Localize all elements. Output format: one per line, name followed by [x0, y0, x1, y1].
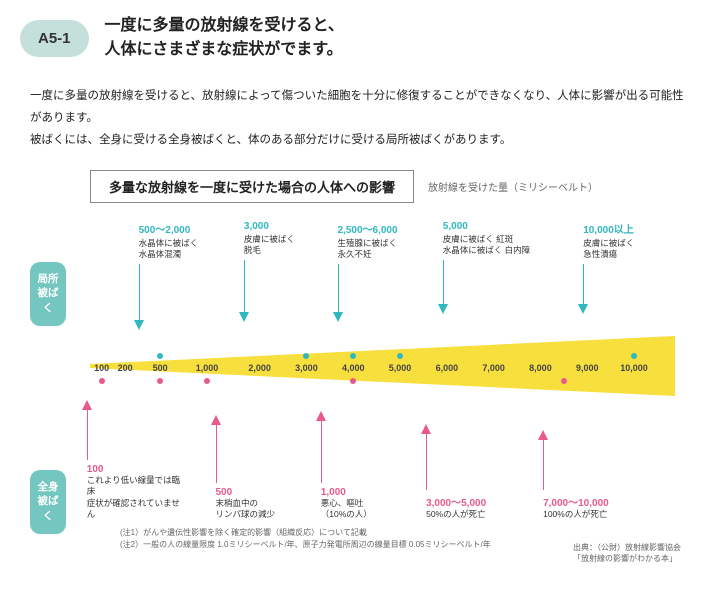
dose-value: 500 [216, 487, 316, 498]
radiation-chart: 多量な放射線を一度に受けた場合の人体への影響 放射線を受けた量（ミリシーベルト）… [0, 170, 715, 553]
dose-dot [303, 353, 309, 359]
effect-desc: 皮膚に被ばく脱毛 [244, 234, 334, 257]
whole-effect-marker: 100これより低い線量では臨床症状が確認されていません [87, 400, 187, 521]
effect-desc: 50%の人が死亡 [426, 509, 526, 520]
local-effect-marker: 5,000 皮膚に被ばく 紅斑水晶体に被ばく 白内障 [443, 221, 533, 315]
scale-tick: 8,000 [529, 363, 552, 373]
dose-scale: 100 200 500 1,000 2,000 3,000 4,000 5,000 6,000 7… [90, 363, 675, 375]
dose-diagram: 100 200 500 1,000 2,000 3,000 4,000 5,000 6,000 7… [90, 221, 675, 521]
scale-tick: 7,000 [482, 363, 505, 373]
scale-tick: 5,000 [389, 363, 412, 373]
scale-tick: 9,000 [576, 363, 599, 373]
source-citation: 出典：（公財）放射線影響協会「放射線の影響がわかる本」 [573, 542, 681, 564]
scale-tick: 2,000 [248, 363, 271, 373]
footnote-1: (注1）がんや遺伝性影響を除く確定的影響（組織反応）について記載 [120, 527, 685, 540]
triangle-down-icon [239, 312, 249, 322]
dose-value: 3,000 [244, 221, 334, 232]
dose-value: 2,500～6,000 [338, 221, 428, 236]
triangle-down-icon [333, 312, 343, 322]
dose-value: 500～2,000 [139, 221, 229, 236]
effect-desc: 皮膚に被ばく 紅斑水晶体に被ばく 白内障 [443, 234, 533, 257]
local-effect-marker: 10,000以上皮膚に被ばく急性潰瘍 [583, 221, 673, 315]
triangle-up-icon [82, 400, 92, 410]
local-effect-marker: 3,000 皮膚に被ばく脱毛 [244, 221, 334, 323]
dose-dot [397, 353, 403, 359]
effect-desc: 末梢血中のリンパ球の減少 [216, 498, 316, 521]
dose-dot [204, 378, 210, 384]
whole-effect-marker: 7,000～10,000100%の人が死亡 [543, 430, 643, 520]
dose-dot [99, 378, 105, 384]
dose-dot [350, 378, 356, 384]
header: A5-1 一度に多量の放射線を受けると、人体にさまざまな症状がでます。 [0, 0, 715, 72]
triangle-down-icon [438, 304, 448, 314]
dose-value: 3,000～5,000 [426, 494, 526, 509]
triangle-down-icon [578, 304, 588, 314]
local-effect-marker: 500～2,000 水晶体に被ばく水晶体混濁 [139, 221, 229, 331]
effect-desc: 100%の人が死亡 [543, 509, 643, 520]
effect-desc: 悪心、嘔吐（10%の人） [321, 498, 421, 521]
triangle-up-icon [421, 424, 431, 434]
effect-desc: 水晶体に被ばく水晶体混濁 [139, 238, 229, 261]
dose-dot [350, 353, 356, 359]
dose-dot [561, 378, 567, 384]
whole-exposure-label: 全身被ばく [30, 470, 66, 534]
dose-value: 100 [87, 464, 187, 475]
local-exposure-label: 局所被ばく [30, 262, 66, 326]
chart-header-row: 多量な放射線を一度に受けた場合の人体への影響 放射線を受けた量（ミリシーベルト） [90, 170, 685, 203]
dose-value: 5,000 [443, 221, 533, 232]
scale-tick: 500 [153, 363, 168, 373]
scale-tick: 1,000 [196, 363, 219, 373]
whole-effect-marker: 3,000～5,00050%の人が死亡 [426, 424, 526, 520]
answer-code-badge: A5-1 [20, 20, 89, 57]
scale-tick: 10,000 [620, 363, 648, 373]
scale-tick: 4,000 [342, 363, 365, 373]
triangle-up-icon [211, 415, 221, 425]
page-title: 一度に多量の放射線を受けると、人体にさまざまな症状がでます。 [105, 14, 344, 62]
chart-title: 多量な放射線を一度に受けた場合の人体への影響 [90, 170, 414, 203]
local-effect-marker: 2,500～6,000 生殖腺に被ばく永久不妊 [338, 221, 428, 323]
dose-value: 7,000～10,000 [543, 494, 643, 509]
effect-desc: 皮膚に被ばく急性潰瘍 [583, 238, 673, 261]
triangle-down-icon [134, 320, 144, 330]
dose-value: 1,000 [321, 487, 421, 498]
triangle-up-icon [538, 430, 548, 440]
whole-effect-marker: 1,000悪心、嘔吐（10%の人） [321, 411, 421, 521]
whole-effect-marker: 500末梢血中のリンパ球の減少 [216, 415, 316, 521]
effect-desc: これより低い線量では臨床症状が確認されていません [87, 475, 187, 521]
dose-value: 10,000以上 [583, 221, 673, 236]
scale-tick: 100 [94, 363, 109, 373]
unit-label: 放射線を受けた量（ミリシーベルト） [428, 179, 598, 194]
effect-desc: 生殖腺に被ばく永久不妊 [338, 238, 428, 261]
scale-tick: 200 [118, 363, 133, 373]
dose-dot [631, 353, 637, 359]
scale-tick: 6,000 [436, 363, 459, 373]
intro-text: 一度に多量の放射線を受けると、放射線によって傷ついた細胞を十分に修復することがで… [0, 72, 715, 170]
dose-dot [157, 353, 163, 359]
triangle-up-icon [316, 411, 326, 421]
dose-dot [157, 378, 163, 384]
page: A5-1 一度に多量の放射線を受けると、人体にさまざまな症状がでます。 一度に多… [0, 0, 715, 600]
scale-tick: 3,000 [295, 363, 318, 373]
